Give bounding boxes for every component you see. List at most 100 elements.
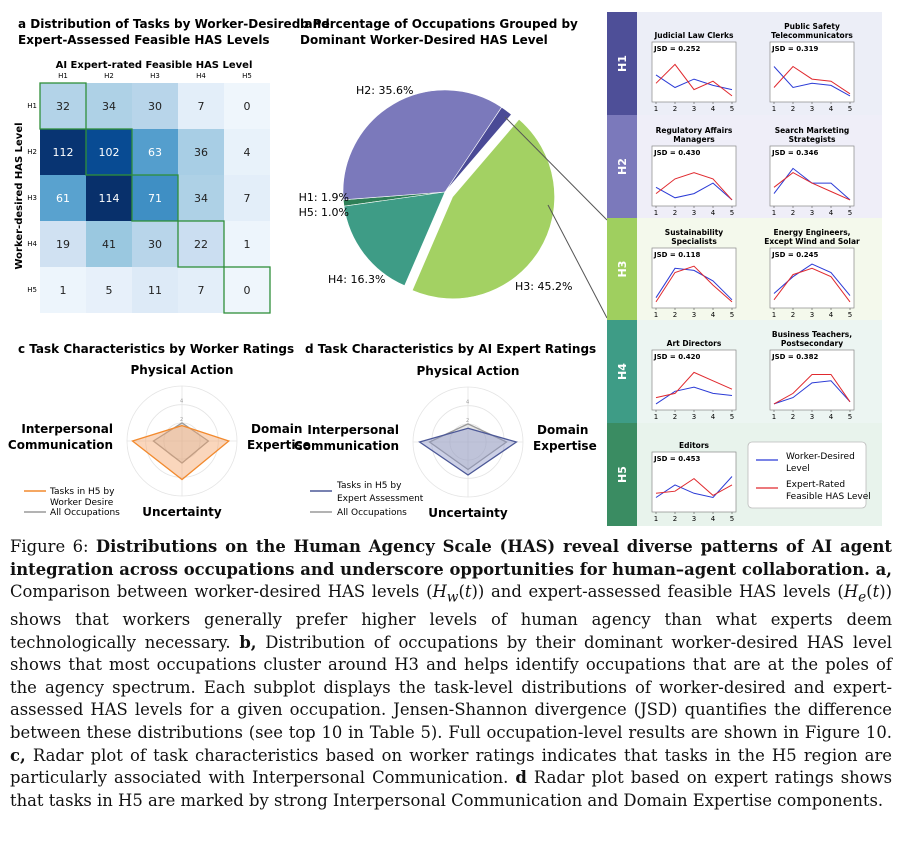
radar-axis-label: Interpersonal (307, 423, 399, 437)
heatmap-cell (178, 221, 224, 267)
heatmap-cell (132, 267, 178, 313)
heatmap-cell (86, 175, 132, 221)
radar-c-legend-all: All Occupations (50, 508, 120, 518)
heatmap-value: 41 (102, 238, 116, 251)
x-tick-label: 5 (848, 209, 852, 217)
heatmap-value: 1 (244, 238, 251, 251)
heatmap-row-label: H5 (27, 286, 37, 294)
panel-e-group-label: H2 (616, 158, 629, 175)
occupation-name: Search Marketing (775, 126, 850, 135)
panel-e-group-label: H3 (616, 261, 629, 278)
legend-label: Feasible HAS Level (786, 492, 871, 502)
worker-desired-line (655, 74, 733, 91)
heatmap-row-label: H4 (27, 240, 37, 248)
heatmap-cell (132, 221, 178, 267)
x-tick-label: 3 (810, 413, 814, 421)
heatmap-value: 34 (194, 192, 208, 205)
pie-label-h3: H3: 45.2% (515, 280, 572, 293)
heatmap-value: 32 (56, 100, 70, 113)
worker-desired-line (655, 182, 733, 201)
heatmap-col-label: H2 (104, 72, 114, 80)
x-tick-label: 5 (848, 413, 852, 421)
heatmap-cell (40, 267, 86, 313)
radar-axis-label: Uncertainty (142, 505, 222, 519)
radar-d: 4 2 Physical Action Interpersonal Communicat… (294, 364, 597, 520)
x-tick-label: 2 (673, 311, 677, 319)
occupation-jsd: JSD = 0.245 (771, 251, 818, 259)
heatmap-cell (224, 175, 270, 221)
radar-axis-label: Physical Action (131, 363, 234, 377)
x-tick-label: 3 (810, 311, 814, 319)
occupation-name: Energy Engineers, (773, 228, 850, 237)
expert-rated-line (773, 65, 851, 95)
panel-e-group-bar (607, 320, 637, 423)
worker-desired-line (655, 267, 733, 301)
heatmap-row-labels: H1 H2 H3 H4 H5 (27, 102, 37, 294)
panel-c-title: c Task Characteristics by Worker Ratings (18, 342, 294, 356)
heatmap-col-label: H3 (150, 72, 160, 80)
occupation-name: Specialists (671, 237, 717, 246)
panel-e-group-bar (607, 115, 637, 218)
radar-axis-label: Communication (294, 439, 399, 453)
heatmap-cell (132, 129, 178, 175)
worker-desired-line (773, 380, 851, 405)
radar-c: 4 2 Physical Action Interpersonal Communicat… (8, 363, 311, 519)
x-tick-label: 3 (692, 311, 696, 319)
heatmap-cell (224, 129, 270, 175)
x-tick-label: 1 (654, 413, 658, 421)
heatmap-value: 34 (102, 100, 116, 113)
heatmap-value: 19 (56, 238, 70, 251)
pie-label-h4: H4: 16.3% (328, 273, 385, 286)
occupation-name: Except Wind and Solar (764, 237, 860, 246)
x-tick-label: 3 (692, 209, 696, 217)
x-tick-label: 3 (692, 515, 696, 523)
radar-d-legend-h5-2: Expert Assessment (337, 494, 424, 504)
heatmap-row-label: H3 (27, 194, 37, 202)
panel-e-group-bar (607, 218, 637, 320)
x-tick-label: 5 (848, 105, 852, 113)
heatmap-cell (224, 83, 270, 129)
panel-e-group-bar (607, 423, 637, 526)
pie-chart: H5: 1.0% H2: 35.6% H1: 1.9% H3: 45.2% H4: 16… (299, 84, 572, 300)
heatmap-diagonal-outlines (39, 82, 271, 314)
occupation-name: Business Teachers, (772, 330, 852, 339)
x-tick-label: 1 (772, 413, 776, 421)
heatmap-col-labels: H1 H2 H3 H4 H5 (58, 72, 252, 80)
x-tick-label: 2 (791, 105, 795, 113)
panel-a-top-axis-label: AI Expert-rated Feasible HAS Level (56, 60, 253, 71)
x-tick-label: 1 (772, 311, 776, 319)
panel-a-title-2: Expert-Assessed Feasible HAS Levels (18, 33, 270, 47)
heatmap-value: 30 (148, 238, 162, 251)
heatmap-value: 71 (148, 192, 162, 205)
x-tick-label: 2 (673, 209, 677, 217)
heatmap-cell (178, 267, 224, 313)
pie-slice-h3 (411, 118, 555, 300)
heatmap-cell (86, 221, 132, 267)
x-tick-label: 1 (772, 209, 776, 217)
heatmap-cell (40, 221, 86, 267)
legend-label: Level (786, 464, 810, 474)
panel-b: b Percentage of Occupations Grouped by D… (299, 17, 608, 319)
occupation-jsd: JSD = 0.430 (653, 149, 700, 157)
heatmap-row-label: H2 (27, 148, 37, 156)
heatmap-value: 4 (244, 146, 251, 159)
panel-c: c Task Characteristics by Worker Ratings… (8, 342, 311, 519)
x-tick-label: 4 (711, 413, 716, 421)
x-tick-label: 4 (829, 105, 834, 113)
expert-rated-line (655, 172, 733, 201)
zoom-line-bottom (547, 204, 608, 319)
heatmap-cell (224, 221, 270, 267)
legend-label: Expert-Rated (786, 480, 845, 490)
radar-c-legend-h5-1: Tasks in H5 by (49, 487, 115, 497)
x-tick-label: 2 (791, 413, 795, 421)
heatmap-value: 7 (244, 192, 251, 205)
heatmap-value: 36 (194, 146, 208, 159)
x-tick-label: 4 (711, 515, 716, 523)
radar-c-legend-h5-2: Worker Desire (50, 498, 114, 508)
radar-axis-label: Domain (537, 423, 588, 437)
occupation-name: Managers (673, 135, 715, 144)
heatmap-cell (178, 175, 224, 221)
panel-a-left-axis-label: Worker-desired HAS Level (14, 122, 25, 269)
